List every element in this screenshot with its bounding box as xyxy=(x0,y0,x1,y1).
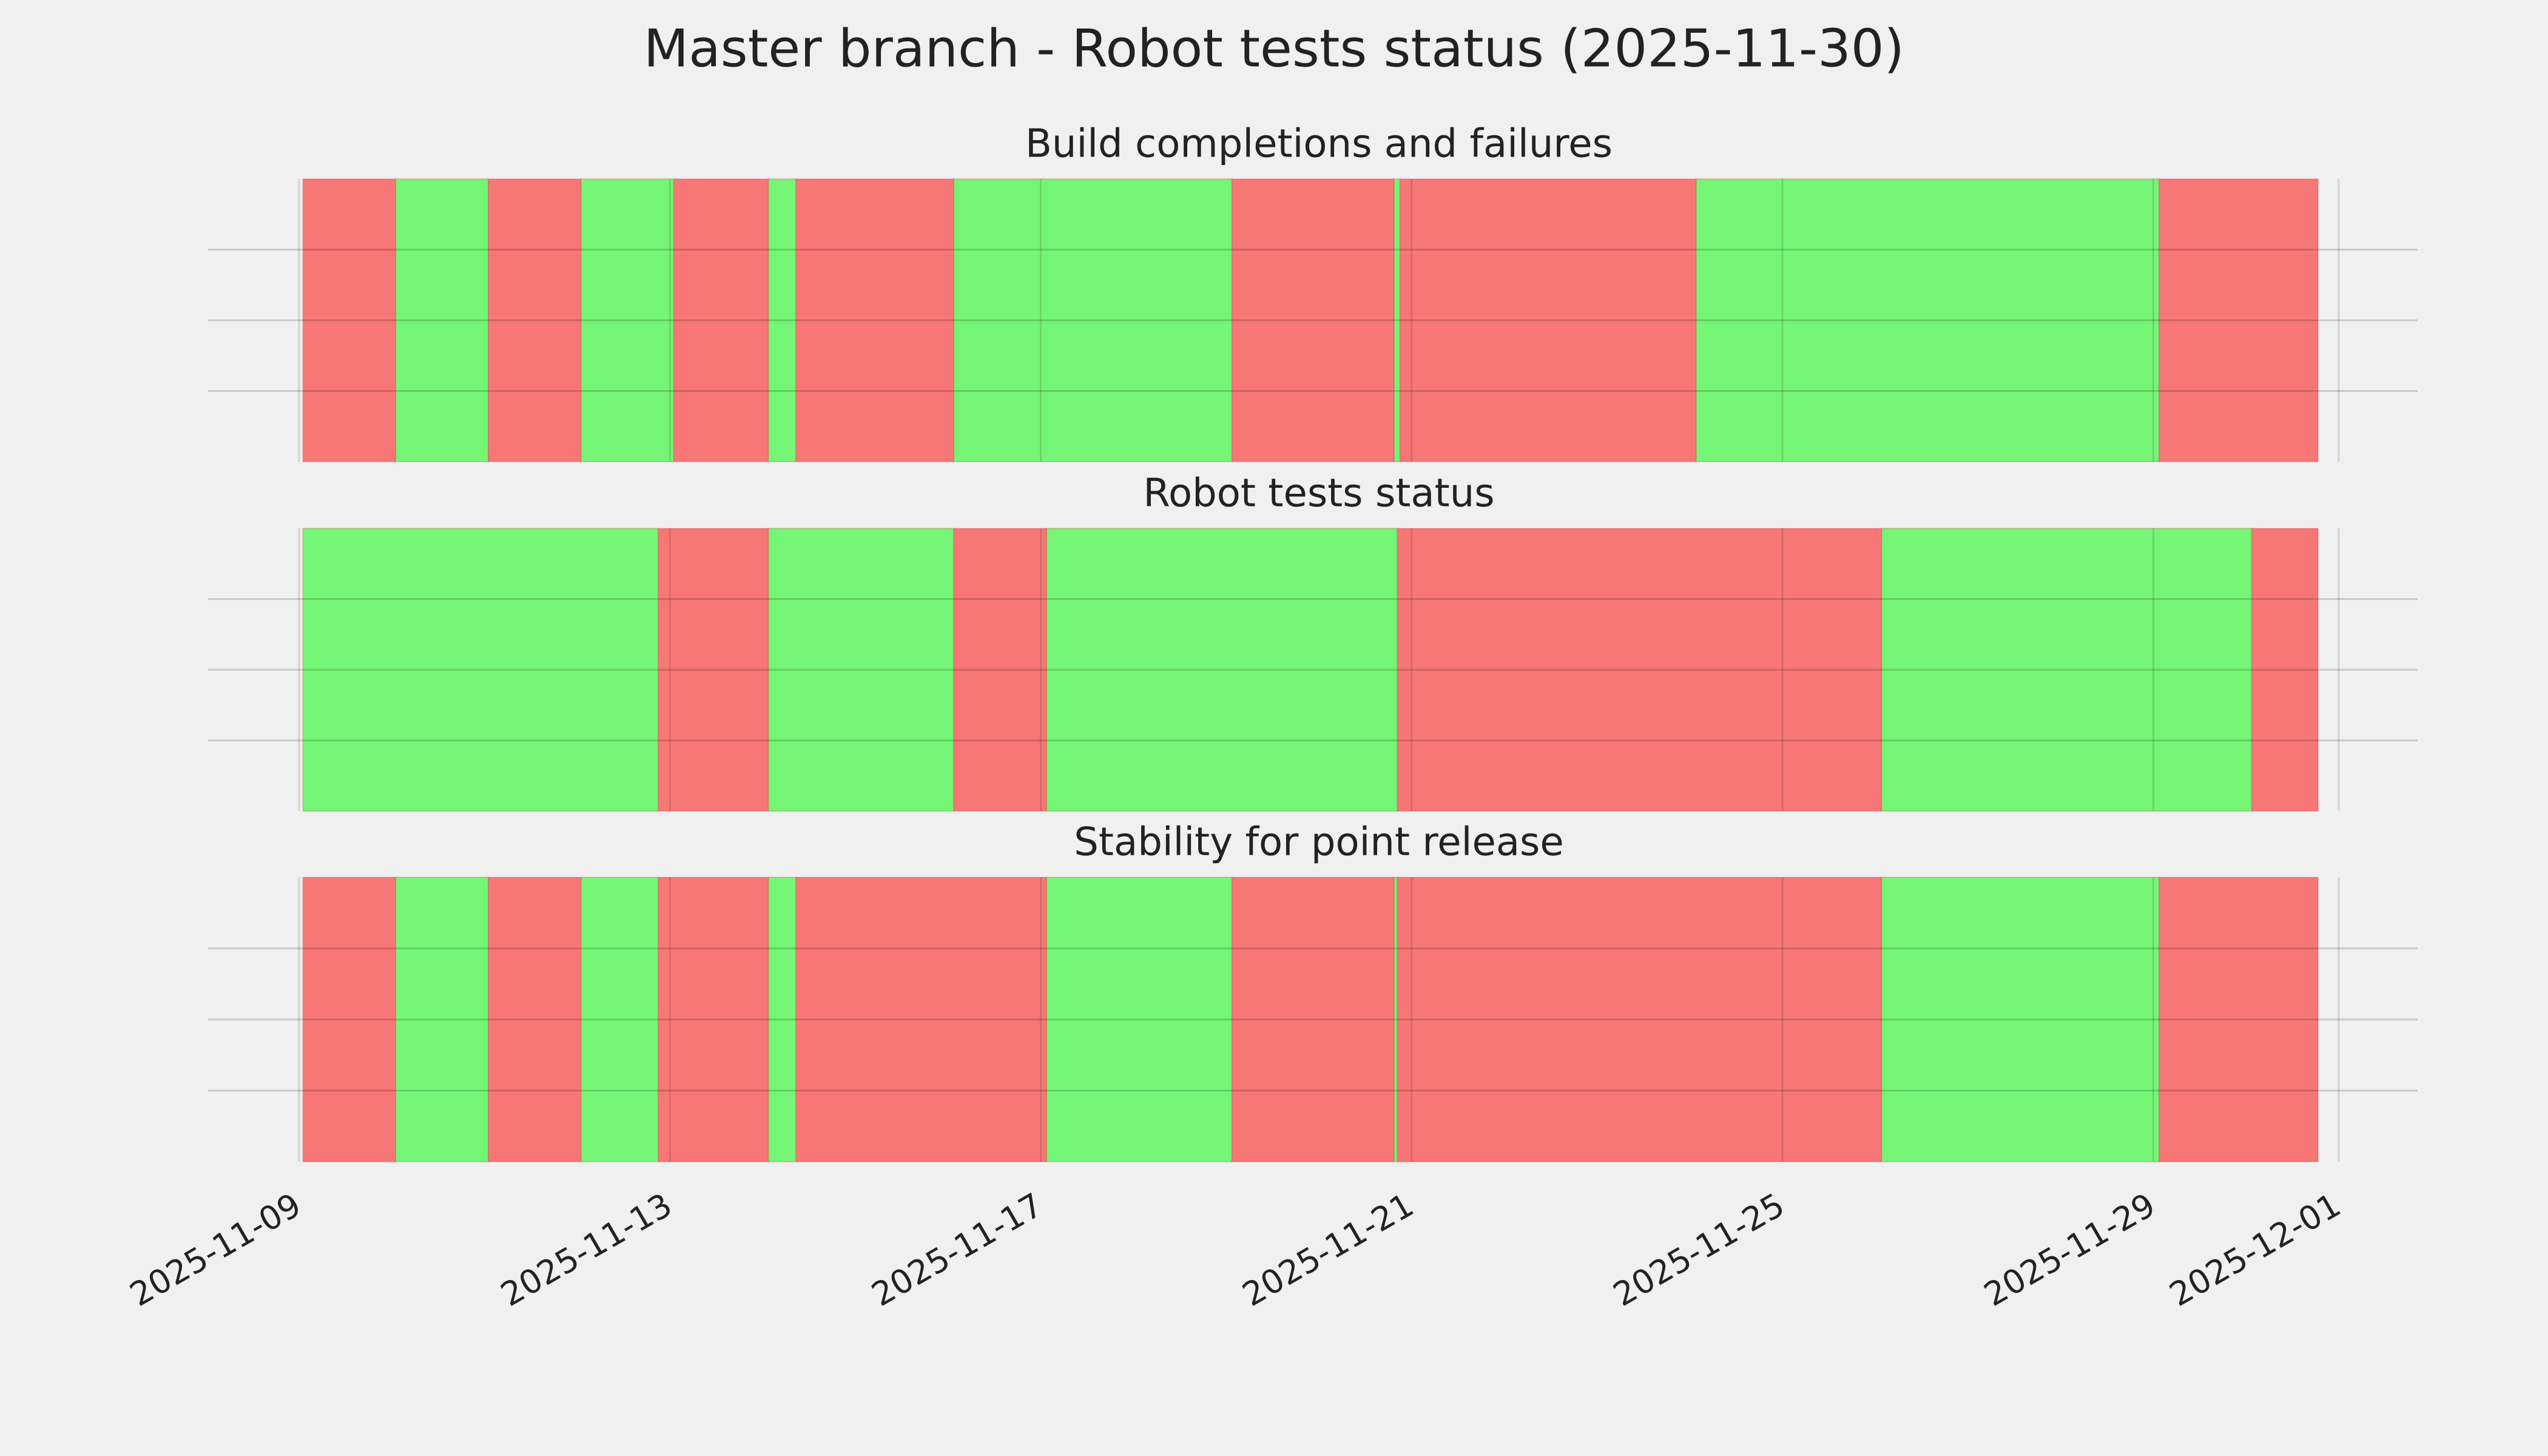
status-segment xyxy=(2158,877,2319,1162)
status-segment xyxy=(395,178,490,462)
status-segment xyxy=(488,178,582,462)
status-segment xyxy=(953,528,1048,812)
status-segment xyxy=(302,178,397,462)
panel-title: Stability for point release xyxy=(1074,820,1564,865)
panel-title: Robot tests status xyxy=(1143,471,1494,516)
status-segment xyxy=(1881,877,2160,1162)
status-segment xyxy=(1881,528,2253,812)
status-segment xyxy=(1399,178,1697,462)
status-segment xyxy=(767,528,955,812)
status-segment xyxy=(2251,528,2319,812)
status-segment xyxy=(1046,528,1398,812)
status-segment xyxy=(1397,877,1882,1162)
status-segment xyxy=(767,877,797,1162)
status-segment xyxy=(1231,178,1395,462)
status-segment xyxy=(1046,877,1233,1162)
status-segment xyxy=(302,877,397,1162)
status-segment xyxy=(658,528,769,812)
status-segment xyxy=(1397,528,1882,812)
status-segment xyxy=(953,178,1233,462)
status-segment xyxy=(767,178,797,462)
status-segment xyxy=(795,178,955,462)
status-segment xyxy=(658,877,769,1162)
status-segment xyxy=(673,178,769,462)
status-segment xyxy=(2158,178,2319,462)
panel-title: Build completions and failures xyxy=(1025,122,1613,167)
chart-title: Master branch - Robot tests status (2025… xyxy=(644,18,1904,79)
status-segment xyxy=(1231,877,1395,1162)
status-segment xyxy=(1695,178,2160,462)
status-segment xyxy=(580,178,675,462)
status-segment xyxy=(580,877,659,1162)
